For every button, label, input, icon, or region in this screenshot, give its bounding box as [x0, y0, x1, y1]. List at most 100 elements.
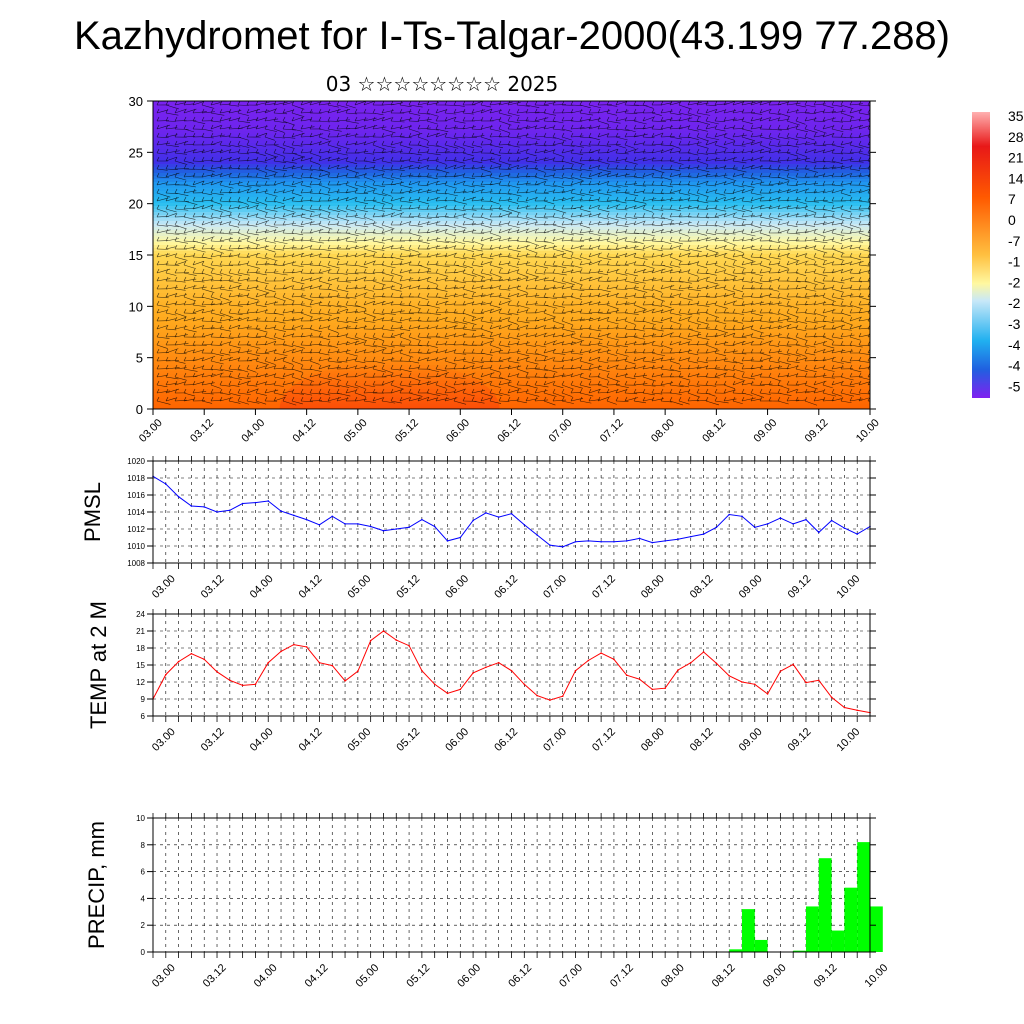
wind-barb-flag: [192, 236, 196, 242]
wind-barb: [228, 325, 240, 330]
wind-barb-flag: [300, 204, 304, 210]
wind-barb-flag: [210, 380, 214, 386]
wind-barb-flag: [300, 276, 304, 282]
wind-barb: [300, 221, 315, 226]
wind-barb-flag: [318, 180, 322, 186]
wind-barb: [372, 116, 386, 122]
wind-barb: [426, 120, 438, 125]
wind-barb-flag: [282, 180, 286, 186]
wind-barb-flag: [426, 364, 430, 370]
wind-barb-flag: [165, 156, 169, 162]
wind-barb-flag: [363, 140, 367, 146]
wind-barb: [228, 117, 240, 122]
wind-barb-flag: [273, 236, 277, 242]
wind-barb: [390, 135, 405, 138]
wind-barb: [426, 253, 441, 258]
wind-barb: [255, 176, 270, 180]
wind-barb-flag: [156, 204, 160, 210]
wind-barb: [345, 304, 360, 307]
wind-barb: [246, 264, 260, 269]
wind-barb: [363, 365, 377, 370]
wind-barb: [291, 176, 303, 180]
wind-barb: [435, 350, 446, 354]
wind-barb-flag: [246, 276, 250, 282]
wind-barb-flag: [426, 212, 430, 218]
wind-barb: [201, 256, 213, 260]
wind-barb: [192, 381, 205, 386]
wind-barb-flag: [291, 172, 295, 178]
wind-barb-flag: [192, 164, 196, 170]
wind-barb: [408, 351, 423, 354]
heatmap-band: [153, 149, 870, 153]
wind-barb: [426, 245, 441, 250]
wind-barb-flag: [201, 172, 205, 178]
wind-barb-flag: [318, 372, 322, 378]
wind-barbs: [156, 101, 870, 406]
heatmap-band: [153, 329, 870, 333]
wind-barb: [192, 168, 206, 171]
wind-barb-flag: [336, 220, 340, 226]
wind-barb-flag: [183, 300, 187, 306]
wind-barb-flag: [174, 348, 178, 354]
wind-barb: [174, 108, 187, 114]
wind-barb-flag: [183, 284, 187, 290]
wind-barb-flag: [246, 124, 250, 130]
wind-barb-flag: [228, 180, 232, 186]
wind-barb-flag: [291, 252, 295, 258]
wind-barb-flag: [345, 236, 349, 242]
wind-barb-flag: [219, 212, 223, 218]
wind-barb-flag: [201, 180, 205, 186]
wind-barb-flag: [426, 180, 430, 186]
wind-barb-flag: [264, 300, 268, 306]
wind-barb-flag: [309, 268, 313, 274]
wind-barb-flag: [381, 292, 385, 298]
wind-barb-flag: [435, 204, 439, 210]
wind-barb: [228, 294, 243, 298]
wind-barb-flag: [435, 276, 439, 282]
wind-barb-flag: [219, 188, 223, 194]
wind-barb-flag: [417, 140, 421, 146]
wind-barb-flag: [372, 101, 376, 106]
wind-barb-flag: [237, 172, 241, 178]
wind-barb-flag: [300, 252, 304, 258]
wind-barb-flag: [327, 124, 331, 130]
wind-barb: [219, 279, 234, 282]
wind-barb-flag: [381, 372, 385, 378]
wind-barb-flag: [372, 148, 376, 154]
wind-barb-flag: [264, 172, 268, 178]
wind-barb-flag: [372, 316, 376, 322]
wind-barb: [174, 176, 187, 181]
wind-barb: [183, 317, 196, 322]
wind-barb: [192, 390, 207, 394]
wind-barb-flag: [399, 252, 403, 258]
wind-barb: [336, 152, 348, 156]
wind-barb: [336, 320, 349, 323]
wind-barb: [417, 175, 432, 178]
heatmap-band: [153, 314, 870, 318]
wind-barb-flag: [336, 372, 340, 378]
wind-barb: [336, 174, 348, 178]
wind-barb-flag: [282, 292, 286, 298]
wind-barb: [246, 151, 260, 154]
wind-barb: [210, 320, 222, 324]
wind-barb-flag: [426, 268, 430, 274]
wind-barb: [309, 351, 321, 354]
wind-barb: [291, 344, 305, 349]
wind-barb: [444, 376, 458, 380]
wind-barb: [318, 280, 333, 286]
wind-barb-flag: [372, 124, 376, 130]
wind-barb-flag: [156, 332, 160, 338]
wind-barb: [300, 278, 312, 282]
wind-barb-flag: [264, 380, 268, 386]
wind-barb-flag: [435, 372, 439, 378]
wind-barb-flag: [246, 348, 250, 354]
wind-barb-flag: [444, 228, 448, 234]
wind-barb: [219, 264, 234, 266]
wind-barb: [327, 328, 339, 333]
wind-barb-flag: [273, 340, 277, 346]
wind-barb: [318, 136, 329, 141]
wind-barb-flag: [318, 388, 322, 394]
wind-barb-flag: [291, 356, 295, 362]
wind-barb: [300, 376, 315, 382]
wind-barb-flag: [399, 116, 403, 122]
